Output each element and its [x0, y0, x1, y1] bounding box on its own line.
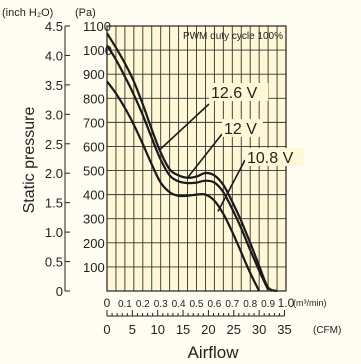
axis-inch-tick-label: 1.0: [45, 225, 63, 240]
axis-inch-tick-label: 2.0: [45, 166, 63, 181]
axis-m3min-tick-label: 0.1: [118, 299, 132, 310]
series-line-1: [106, 32, 278, 293]
axis-pa-tick-label: 100: [83, 260, 105, 275]
axis-inch-tick-label: 0.5: [45, 255, 63, 270]
axis-m3min-tick-label: 0.6: [207, 299, 221, 310]
axis-m3min-tick-label: 0.9: [261, 299, 275, 310]
axis-m3min-tick-label: 1.0: [278, 296, 295, 310]
axis-m3min-tick-label: 0: [104, 296, 111, 310]
axis-inch-tick-label: 3.5: [45, 78, 63, 93]
axis-m3min-tick-label: 0.4: [172, 299, 186, 310]
axis-pa-tick-label: 400: [83, 188, 105, 203]
axis-inch-tick-label: 0: [56, 284, 63, 299]
axis-pa-tick-label: 700: [83, 115, 105, 130]
axis-cfm-tick-label: 35: [277, 322, 291, 337]
axis-cfm-tick-label: 25: [227, 322, 241, 337]
annotation-leader-3: [217, 159, 246, 212]
annotation-bg-1: [209, 83, 269, 101]
series-line-2: [106, 44, 270, 291]
x-axis-label: Airflow: [187, 343, 239, 362]
axis-m3min-tick-label: 0.2: [136, 299, 150, 310]
axis-inch-tick-label: 4.0: [45, 48, 63, 63]
axis-inch-tick-label: 2.5: [45, 137, 63, 152]
axis-inch-tick-label: 3.0: [45, 107, 63, 122]
axis-cfm-tick-label: 10: [150, 322, 164, 337]
series-line-3: [106, 80, 261, 292]
annotation-bg-3: [245, 148, 305, 166]
axis-cfm-tick-label: 30: [252, 322, 266, 337]
axis-cfm-tick-label: 20: [201, 322, 215, 337]
chart-title: PWM duty cycle 100%: [183, 31, 283, 42]
annotation-label-1: 12.6 V: [211, 85, 258, 102]
axis-inch-tick-label: 1.5: [45, 196, 63, 211]
axis-pa-tick-label: 200: [83, 236, 105, 251]
unit-cfm-label: (CFM): [313, 325, 341, 336]
axis-cfm-tick-label: 15: [176, 322, 190, 337]
axis-m3min-tick-label: 0.5: [190, 299, 204, 310]
annotation-leader-2: [186, 133, 223, 179]
axis-pa-tick-label: 600: [83, 139, 105, 154]
axis-cfm-tick-label: 5: [129, 322, 136, 337]
axis-pa-tick-label: 900: [83, 67, 105, 82]
annotation-bg-2: [222, 119, 263, 137]
y-axis-label: Static pressure: [21, 107, 38, 214]
annotation-label-2: 12 V: [224, 121, 257, 138]
axis-pa-tick-label: 1100: [83, 19, 111, 34]
axis-pa-tick-label: 300: [83, 212, 105, 227]
axis-pa-tick-label: 500: [83, 164, 105, 179]
unit-pa-label: (Pa): [75, 7, 96, 19]
axis-m3min-tick-label: 0.3: [154, 299, 168, 310]
unit-inch-label: (inch H₂O): [2, 7, 53, 19]
axis-pa-tick-label: 1000: [83, 43, 112, 58]
axis-m3min-tick-label: 0.8: [243, 299, 257, 310]
axis-pa-tick-label: 800: [83, 91, 105, 106]
axis-cfm-tick-label: 0: [103, 322, 110, 337]
annotation-label-3: 10.8 V: [247, 150, 294, 167]
annotation-leader-1: [160, 103, 210, 150]
unit-m3min-label: (m³/min): [293, 298, 327, 308]
axis-m3min-tick-label: 0.7: [225, 299, 239, 310]
axis-inch-tick-label: 4.5: [45, 19, 63, 34]
